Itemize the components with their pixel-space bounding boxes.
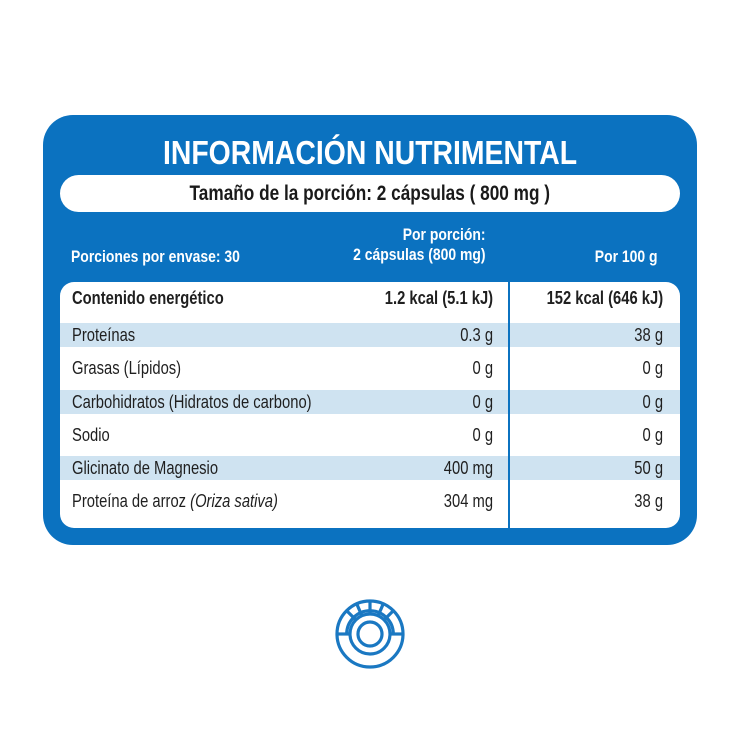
column-header-per-100g: Por 100 g [595, 247, 658, 266]
nutrient-label: Carbohidratos (Hidratos de carbono) [72, 392, 312, 412]
nutrient-label: Glicinato de Magnesio [72, 458, 219, 478]
value-per-serving: 304 mg [443, 491, 493, 511]
column-divider [508, 282, 510, 528]
column-header-per-serving-line1: Por porción: [403, 225, 486, 244]
nutrient-label: Sodio [72, 425, 110, 445]
value-per-100g: 0 g [642, 392, 663, 412]
nutrient-label: Grasas (Lípidos) [72, 358, 182, 378]
value-per-serving: 400 mg [443, 458, 493, 478]
nutrient-label: Contenido energético [72, 288, 224, 308]
value-per-100g: 38 g [634, 325, 663, 345]
nutrition-facts-panel: INFORMACIÓN NUTRIMENTAL Tamaño de la por… [43, 115, 697, 545]
table-row-rice-protein: Proteína de arroz (Oriza sativa) 304 mg … [60, 489, 680, 513]
value-per-serving: 0 g [472, 392, 493, 412]
scientific-name: (Oriza sativa) [190, 491, 278, 511]
value-per-100g: 0 g [642, 358, 663, 378]
column-header-per-serving-line2: 2 cápsulas (800 mg) [353, 245, 486, 264]
concentric-circle-segmented-ring-icon [335, 599, 405, 669]
nutrient-label: Proteína de arroz (Oriza sativa) [72, 491, 278, 511]
table-row-fats: Grasas (Lípidos) 0 g 0 g [60, 356, 680, 380]
nutrient-label: Proteínas [72, 325, 136, 345]
table-row-magnesium-glycinate: Glicinato de Magnesio 400 mg 50 g [60, 456, 680, 480]
value-per-serving: 0 g [472, 358, 493, 378]
serving-size-banner: Tamaño de la porción: 2 cápsulas ( 800 m… [60, 175, 680, 212]
table-row-protein: Proteínas 0.3 g 38 g [60, 323, 680, 347]
value-per-100g: 152 kcal (646 kJ) [546, 288, 663, 308]
nutrition-table: Contenido energético 1.2 kcal (5.1 kJ) 1… [60, 282, 680, 528]
value-per-serving: 1.2 kcal (5.1 kJ) [384, 288, 493, 308]
value-per-serving: 0.3 g [460, 325, 493, 345]
value-per-100g: 50 g [634, 458, 663, 478]
table-row-sodium: Sodio 0 g 0 g [60, 423, 680, 447]
serving-size-text: Tamaño de la porción: 2 cápsulas ( 800 m… [189, 181, 551, 205]
servings-per-container: Porciones por envase: 30 [71, 247, 240, 266]
value-per-100g: 38 g [634, 491, 663, 511]
table-row-energy: Contenido energético 1.2 kcal (5.1 kJ) 1… [60, 286, 680, 310]
table-row-carbohydrates: Carbohidratos (Hidratos de carbono) 0 g … [60, 390, 680, 414]
value-per-serving: 0 g [472, 425, 493, 445]
column-header-per-serving: Por porción: 2 cápsulas (800 mg) [324, 225, 486, 265]
value-per-100g: 0 g [642, 425, 663, 445]
panel-title: INFORMACIÓN NUTRIMENTAL [162, 134, 578, 171]
